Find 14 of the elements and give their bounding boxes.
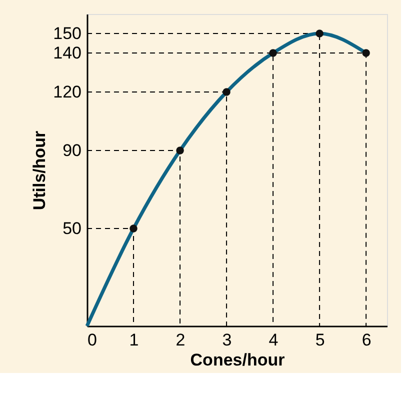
x-tick-label: 5 [315, 330, 325, 350]
x-tick-label: 1 [129, 330, 139, 350]
x-tick-label: 3 [222, 330, 232, 350]
x-tick-label: 4 [268, 330, 278, 350]
x-tick-label: 0 [88, 330, 97, 350]
y-tick-label: 120 [53, 82, 82, 102]
y-tick-label: 90 [62, 141, 82, 160]
x-tick-label: 6 [362, 330, 372, 350]
y-tick-label: 140 [53, 44, 82, 62]
x-tick-label: 2 [176, 330, 186, 350]
y-tick-label: 50 [62, 219, 82, 238]
x-axis-title: Cones/hour [190, 350, 286, 370]
y-axis-title: Utils/hour [30, 130, 50, 210]
y-tick-label: 150 [53, 24, 82, 43]
